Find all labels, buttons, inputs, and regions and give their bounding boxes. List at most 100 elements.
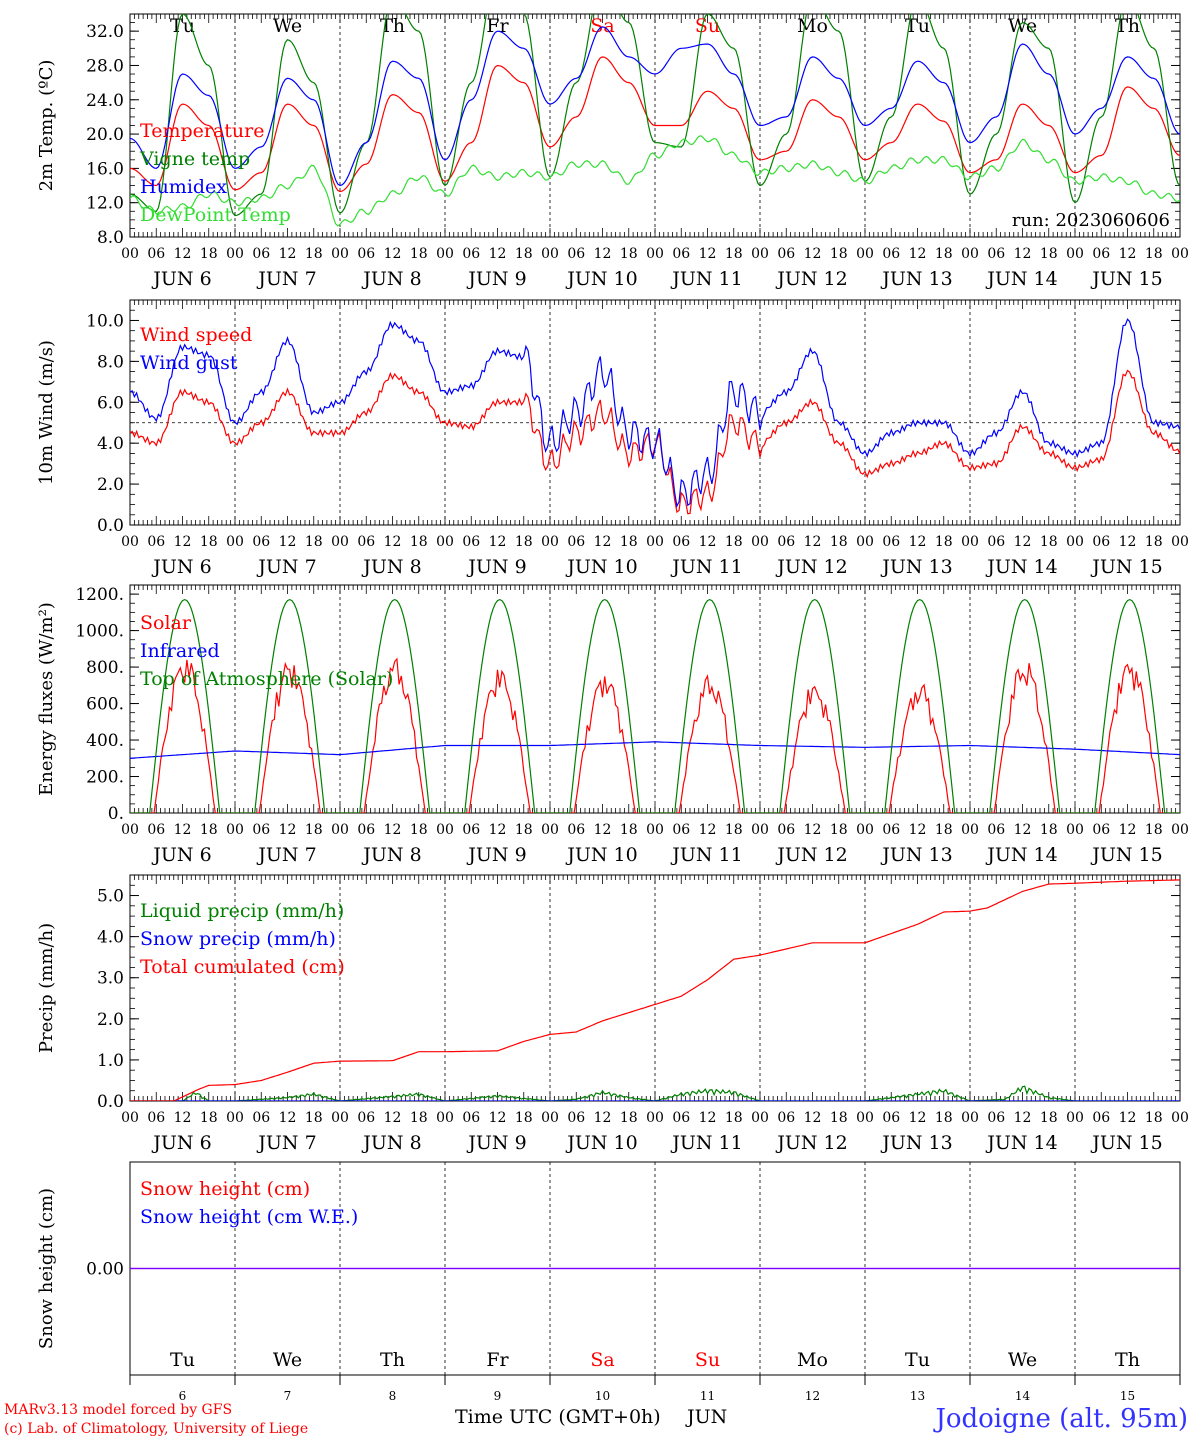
date-label: JUN 7 [256, 1132, 316, 1154]
hour-tick-label: 12 [1014, 1110, 1032, 1126]
hour-tick-label: 12 [1119, 246, 1137, 262]
hour-tick-label: 06 [672, 822, 690, 838]
date-label: JUN 7 [256, 844, 316, 866]
y-tick-label: 2.0 [97, 1010, 124, 1030]
hour-tick-label: 18 [200, 534, 218, 550]
y-tick-label: 2.0 [97, 475, 124, 495]
hour-tick-label: 18 [935, 822, 953, 838]
hour-tick-label: 18 [1040, 822, 1058, 838]
hour-tick-label: 06 [882, 822, 900, 838]
hour-tick-label: 06 [672, 1110, 690, 1126]
hour-tick-label: 18 [200, 246, 218, 262]
hour-tick-label: 18 [305, 246, 323, 262]
date-label: JUN 8 [361, 844, 421, 866]
hour-tick-label: 12 [174, 534, 192, 550]
hour-tick-label: 06 [567, 246, 585, 262]
legend-entry: Wind speed [140, 324, 252, 346]
date-label: JUN 6 [151, 268, 211, 290]
legend-entry: Liquid precip (mm/h) [140, 900, 344, 922]
hour-tick-label: 00 [1171, 246, 1189, 262]
hour-tick-label: 00 [646, 246, 664, 262]
date-label: JUN 13 [880, 556, 952, 578]
x-axis-month: JUN [685, 1406, 727, 1428]
hour-tick-label: 00 [751, 822, 769, 838]
date-label: JUN 11 [670, 1132, 742, 1154]
hour-tick-label: 12 [594, 534, 612, 550]
hour-tick-label: 12 [384, 246, 402, 262]
hour-tick-label: 00 [646, 1110, 664, 1126]
station-name: Jodoigne (alt. 95m) [932, 1404, 1188, 1434]
weekday-label: Mo [797, 1349, 828, 1371]
hour-tick-label: 06 [987, 1110, 1005, 1126]
hour-tick-label: 18 [725, 534, 743, 550]
weekday-label: Tu [905, 1349, 930, 1371]
hour-tick-label: 12 [384, 534, 402, 550]
weekday-label: Fr [486, 15, 509, 37]
hour-tick-label: 00 [331, 822, 349, 838]
hour-tick-label: 18 [200, 1110, 218, 1126]
series-line-1 [130, 318, 1180, 509]
series-line-1 [130, 741, 1180, 759]
hour-tick-label: 00 [751, 1110, 769, 1126]
y-tick-label: 4.0 [97, 928, 124, 948]
date-label: JUN 13 [880, 268, 952, 290]
hour-tick-label: 18 [935, 534, 953, 550]
panel-wind: 0.0 2.0 4.0 6.0 8.0 10.0 10m Wind (m/s) 00 06 12 1… [36, 299, 1189, 578]
date-label: JUN 12 [775, 844, 847, 866]
legend-entry: Infrared [140, 640, 220, 662]
date-label: JUN 8 [361, 268, 421, 290]
date-label: JUN 6 [151, 1132, 211, 1154]
hour-tick-label: 12 [174, 1110, 192, 1126]
hour-tick-label: 18 [620, 246, 638, 262]
hour-tick-label: 00 [961, 534, 979, 550]
hour-tick-label: 12 [594, 822, 612, 838]
hour-tick-label: 06 [777, 822, 795, 838]
hour-tick-label: 00 [436, 246, 454, 262]
weekday-label: Su [695, 1349, 720, 1371]
hour-tick-label: 06 [462, 534, 480, 550]
hour-tick-label: 18 [515, 822, 533, 838]
hour-tick-label: 00 [121, 246, 139, 262]
date-label: JUN 8 [361, 1132, 421, 1154]
date-number-label: 10 [595, 1389, 610, 1403]
legend-entry: Total cumulated (cm) [140, 956, 345, 978]
hour-tick-label: 18 [305, 1110, 323, 1126]
hour-tick-label: 12 [279, 1110, 297, 1126]
hour-tick-label: 12 [489, 1110, 507, 1126]
hour-tick-label: 18 [1145, 1110, 1163, 1126]
hour-tick-label: 12 [279, 534, 297, 550]
date-label: JUN 15 [1090, 844, 1162, 866]
hour-tick-label: 06 [252, 822, 270, 838]
legend-entry: Solar [140, 612, 192, 634]
date-label: JUN 10 [565, 268, 637, 290]
date-label: JUN 6 [151, 556, 211, 578]
hour-tick-label: 12 [1014, 246, 1032, 262]
hour-tick-label: 06 [357, 534, 375, 550]
hour-tick-label: 12 [1014, 534, 1032, 550]
legend-entry: Wind gust [140, 352, 238, 374]
hour-tick-label: 06 [672, 246, 690, 262]
hour-tick-label: 06 [357, 1110, 375, 1126]
panel-precip: 0.0 1.0 2.0 3.0 4.0 5.0 Precip (mm/h) 00 06 12 18 J… [36, 874, 1189, 1154]
series-line-3 [130, 135, 1180, 227]
hour-tick-label: 06 [1092, 1110, 1110, 1126]
hour-tick-label: 00 [1066, 534, 1084, 550]
hour-tick-label: 18 [305, 534, 323, 550]
date-label: JUN 9 [466, 268, 526, 290]
hour-tick-label: 00 [961, 1110, 979, 1126]
y-tick-label: 10.0 [86, 311, 124, 331]
hour-tick-label: 12 [174, 246, 192, 262]
hour-tick-label: 18 [620, 1110, 638, 1126]
hour-tick-label: 18 [1145, 246, 1163, 262]
hour-tick-label: 00 [226, 246, 244, 262]
series-line-2 [130, 598, 1180, 813]
weekday-label: Tu [905, 15, 930, 37]
date-label: JUN 14 [985, 556, 1057, 578]
hour-tick-label: 00 [961, 822, 979, 838]
y-tick-label: 200. [86, 768, 124, 788]
y-tick-label: 800. [86, 658, 124, 678]
hour-tick-label: 00 [541, 534, 559, 550]
y-tick-label: 12.0 [86, 194, 124, 214]
hour-tick-label: 06 [252, 1110, 270, 1126]
